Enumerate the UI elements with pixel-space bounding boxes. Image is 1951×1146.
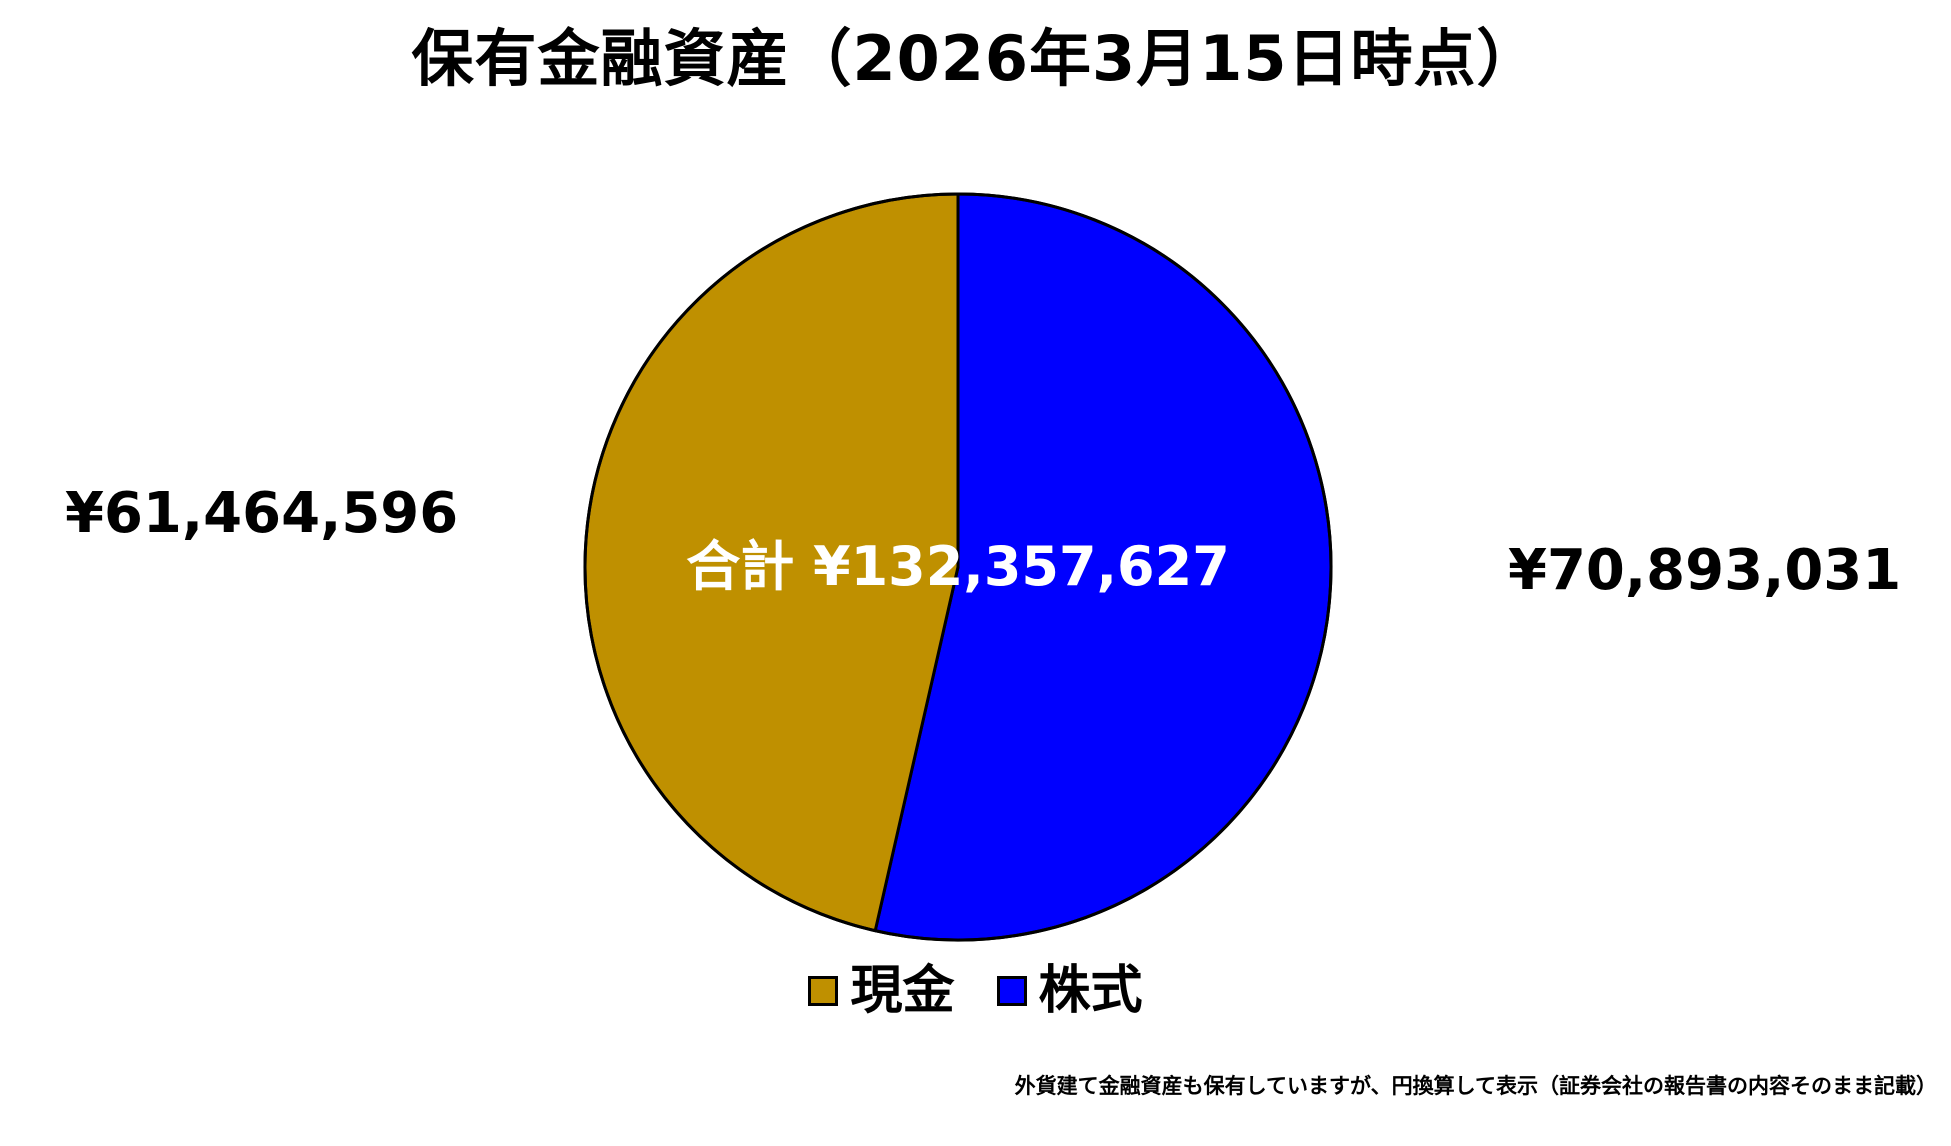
legend-swatch-cash [808, 976, 839, 1006]
chart-title: 保有金融資産（2026年3月15日時点） [411, 22, 1540, 95]
footnote: 外貨建て金融資産も保有していますが、円換算して表示（証券会社の報告書の内容そのま… [1014, 1074, 1937, 1098]
legend-item-cash: 現金 [808, 961, 955, 1021]
legend-label-stocks: 株式 [1038, 961, 1143, 1021]
pie-outline [583, 192, 1333, 942]
legend-label-cash: 現金 [850, 961, 955, 1021]
legend-item-stocks: 株式 [996, 961, 1143, 1021]
slice-label-stocks: ¥70,893,031 [1508, 538, 1901, 603]
slice-label-cash: ¥61,464,596 [65, 481, 458, 546]
legend-swatch-stocks [996, 976, 1027, 1006]
legend: 現金 株式 [0, 965, 1951, 1017]
total-label: 合計 ¥132,357,627 [686, 535, 1230, 598]
